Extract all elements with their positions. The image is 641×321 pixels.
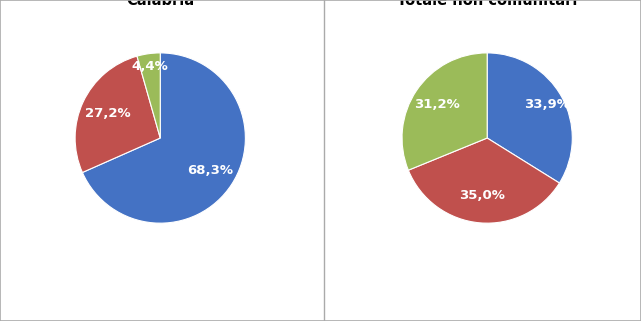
Title: Area Metropolitana di Reggio
Calabria: Area Metropolitana di Reggio Calabria [38,0,282,7]
Wedge shape [402,53,487,170]
Wedge shape [408,138,560,223]
Text: 4,4%: 4,4% [132,60,169,73]
Text: 27,2%: 27,2% [85,107,131,120]
Text: 33,9%: 33,9% [524,99,570,111]
Title: Totale non comunitari: Totale non comunitari [397,0,578,7]
Wedge shape [75,56,160,172]
Wedge shape [83,53,246,223]
Text: 68,3%: 68,3% [188,164,233,177]
Wedge shape [137,53,160,138]
Text: 35,0%: 35,0% [460,189,505,203]
Wedge shape [487,53,572,183]
Text: 31,2%: 31,2% [414,98,460,111]
